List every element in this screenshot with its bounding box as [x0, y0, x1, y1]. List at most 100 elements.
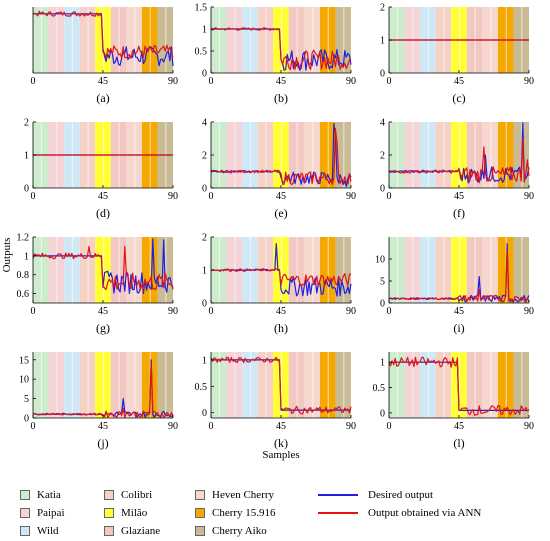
- legend-item-katia: Katia: [20, 487, 61, 503]
- legend-label-desired-output: Desired output: [368, 489, 434, 501]
- legend-item-heven-cherry: Heven Cherry: [195, 487, 274, 503]
- panel-label: (l): [453, 436, 464, 450]
- band-divider: [71, 7, 74, 73]
- band-divider: [412, 352, 414, 418]
- band-divider: [71, 352, 74, 418]
- band-divider: [459, 352, 461, 418]
- band-divider: [165, 7, 167, 73]
- legend-item-paipai: Paipai: [20, 505, 65, 521]
- subplot-3: 0 45 90 0 1 2 (c): [380, 3, 534, 106]
- panel-label: (e): [274, 206, 287, 220]
- legend: Katia Paipai Wild Colibri Milão Glaziane…: [0, 482, 550, 541]
- band-divider: [412, 122, 414, 188]
- legend-label-heven-cherry: Heven Cherry: [212, 489, 275, 501]
- y-tick-label: 0: [202, 69, 207, 80]
- y-tick-label: 0: [380, 184, 385, 195]
- legend-swatch-katia: [20, 490, 30, 500]
- y-tick-label: 0: [24, 184, 29, 195]
- class-band: [141, 237, 158, 303]
- band-divider: [396, 352, 398, 418]
- x-tick-label: 90: [346, 191, 356, 202]
- band-divider: [343, 237, 345, 303]
- band-divider: [327, 352, 329, 418]
- x-tick-label: 45: [276, 421, 286, 432]
- legend-swatch-milao: [104, 508, 114, 518]
- x-tick-label: 45: [454, 76, 464, 87]
- band-divider: [490, 122, 492, 188]
- band-divider: [218, 7, 220, 73]
- band-divider: [281, 352, 283, 418]
- x-tick-label: 45: [98, 76, 108, 87]
- band-divider: [249, 7, 252, 73]
- band-divider: [87, 237, 89, 303]
- x-tick-label: 90: [168, 306, 178, 317]
- band-divider: [40, 352, 42, 418]
- band-divider: [134, 7, 136, 73]
- y-tick-label: 4: [380, 118, 385, 129]
- y-tick-label: 0: [380, 69, 385, 80]
- band-divider: [134, 352, 136, 418]
- y-tick-label: 0: [202, 184, 207, 195]
- legend-label-wild: Wild: [37, 525, 59, 537]
- band-divider: [312, 122, 314, 188]
- legend-label-colibri: Colibri: [121, 489, 153, 501]
- band-divider: [490, 352, 492, 418]
- legend-label-paipai: Paipai: [37, 507, 65, 519]
- subplot-7: 0 45 90 0.6 0.8 1 1.2 (g): [17, 233, 179, 336]
- series-line-ann: [210, 27, 352, 71]
- y-tick-label: 0: [24, 414, 29, 425]
- band-divider: [103, 237, 105, 303]
- panel-label: (h): [274, 321, 288, 335]
- y-tick-label: 1: [202, 25, 207, 36]
- y-tick-label: 10: [375, 255, 385, 266]
- legend-item-cherry-aiko: Cherry Aiko: [195, 523, 267, 539]
- subplot-9: 0 45 90 0 5 10 (i): [375, 237, 534, 335]
- band-divider: [103, 7, 105, 73]
- x-tick-label: 90: [168, 76, 178, 87]
- x-tick-label: 45: [276, 191, 286, 202]
- y-tick-label: 0: [202, 408, 207, 419]
- legend-label-glaziane: Glaziane: [121, 525, 161, 537]
- band-divider: [296, 237, 298, 303]
- series-line-ann: [210, 128, 352, 186]
- band-divider: [412, 237, 414, 303]
- x-tick-label: 0: [31, 306, 36, 317]
- y-tick-label: 1: [380, 36, 385, 47]
- x-tick-label: 90: [524, 191, 534, 202]
- x-tick-label: 90: [346, 306, 356, 317]
- legend-item-wild: Wild: [20, 523, 59, 539]
- band-divider: [218, 352, 220, 418]
- band-divider: [296, 7, 298, 73]
- y-tick-label: 0: [202, 299, 207, 310]
- band-divider: [40, 7, 42, 73]
- y-tick-label: 2: [202, 233, 207, 244]
- legend-swatch-heven-cherry: [195, 490, 205, 500]
- panel-label: (d): [96, 206, 110, 220]
- band-divider: [56, 237, 58, 303]
- legend-swatch-colibri: [104, 490, 114, 500]
- legend-label-ann-output: Output obtained via ANN: [368, 507, 482, 519]
- x-tick-label: 90: [168, 191, 178, 202]
- x-tick-label: 90: [346, 76, 356, 87]
- class-band: [404, 352, 421, 418]
- x-tick-label: 45: [454, 191, 464, 202]
- panel-label: (c): [452, 91, 465, 105]
- band-divider: [281, 7, 283, 73]
- y-tick-label: 0.8: [17, 270, 30, 281]
- x-tick-label: 0: [31, 421, 36, 432]
- band-divider: [505, 352, 507, 418]
- y-tick-label: 2: [202, 151, 207, 162]
- legend-label-cherry-15916: Cherry 15.916: [212, 507, 276, 519]
- band-divider: [234, 352, 236, 418]
- band-divider: [149, 7, 151, 73]
- subplot-5: 0 45 90 0 2 4 (e): [202, 118, 356, 221]
- x-tick-label: 0: [209, 76, 214, 87]
- x-tick-label: 0: [31, 76, 36, 87]
- band-divider: [312, 352, 314, 418]
- class-band: [435, 237, 452, 303]
- band-divider: [218, 122, 220, 188]
- band-divider: [327, 237, 329, 303]
- y-tick-label: 1: [24, 151, 29, 162]
- band-divider: [312, 7, 314, 73]
